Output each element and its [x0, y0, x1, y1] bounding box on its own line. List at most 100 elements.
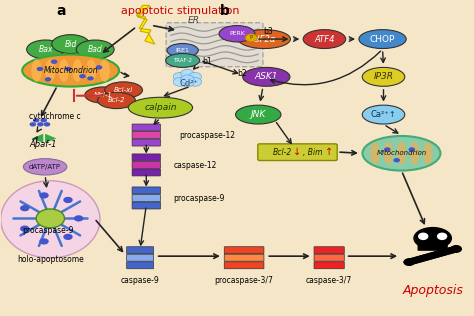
Text: ER: ER	[188, 16, 200, 25]
Text: caspase-3/7: caspase-3/7	[306, 276, 352, 285]
Circle shape	[40, 118, 47, 122]
Ellipse shape	[72, 59, 82, 82]
FancyBboxPatch shape	[132, 169, 160, 176]
Text: cytochrome c: cytochrome c	[29, 112, 81, 121]
Text: IP3R: IP3R	[374, 72, 393, 81]
FancyBboxPatch shape	[166, 23, 263, 67]
FancyBboxPatch shape	[314, 262, 344, 269]
Text: caspase-9: caspase-9	[121, 276, 159, 285]
Text: Bad: Bad	[88, 45, 102, 54]
Circle shape	[74, 215, 83, 222]
FancyBboxPatch shape	[132, 202, 160, 209]
Ellipse shape	[188, 77, 201, 86]
Text: dATP/ATP: dATP/ATP	[29, 164, 61, 170]
Ellipse shape	[31, 59, 42, 82]
Text: ↓: ↓	[293, 147, 301, 157]
FancyBboxPatch shape	[127, 254, 154, 261]
Text: Ca²⁺↑: Ca²⁺↑	[371, 110, 396, 119]
Ellipse shape	[45, 59, 55, 82]
Ellipse shape	[23, 159, 67, 175]
Ellipse shape	[52, 35, 90, 53]
FancyBboxPatch shape	[132, 187, 160, 194]
Ellipse shape	[410, 142, 419, 165]
Ellipse shape	[370, 142, 380, 165]
Circle shape	[20, 226, 29, 232]
Circle shape	[409, 147, 415, 152]
Polygon shape	[45, 134, 56, 143]
Circle shape	[39, 192, 49, 198]
Text: JNK: JNK	[251, 110, 266, 119]
Circle shape	[96, 65, 102, 70]
Circle shape	[63, 197, 73, 203]
Ellipse shape	[243, 67, 290, 86]
Ellipse shape	[238, 30, 291, 49]
Ellipse shape	[173, 72, 186, 81]
Circle shape	[51, 59, 57, 64]
FancyBboxPatch shape	[132, 154, 160, 161]
FancyBboxPatch shape	[224, 247, 264, 254]
Text: holo-apoptosome: holo-apoptosome	[17, 255, 84, 264]
Text: CHOP: CHOP	[370, 34, 395, 44]
Ellipse shape	[181, 75, 194, 84]
Ellipse shape	[359, 30, 406, 49]
Circle shape	[65, 67, 72, 71]
Circle shape	[403, 258, 415, 266]
FancyBboxPatch shape	[127, 262, 154, 269]
Text: Mcl-1: Mcl-1	[94, 92, 113, 98]
Ellipse shape	[181, 69, 194, 78]
FancyBboxPatch shape	[224, 254, 264, 261]
Circle shape	[45, 77, 51, 82]
Text: IRE1: IRE1	[176, 48, 190, 53]
Ellipse shape	[303, 30, 346, 49]
Text: calpain: calpain	[144, 103, 177, 112]
Text: Bax: Bax	[38, 45, 53, 54]
Text: eIF2α: eIF2α	[253, 34, 276, 44]
Ellipse shape	[0, 181, 100, 258]
Text: Bcl-2: Bcl-2	[108, 97, 125, 103]
Circle shape	[403, 258, 415, 266]
Text: procaspase-3/7: procaspase-3/7	[215, 276, 273, 285]
Circle shape	[29, 122, 36, 126]
Ellipse shape	[188, 72, 201, 81]
FancyBboxPatch shape	[132, 131, 160, 138]
Text: PERK: PERK	[229, 31, 245, 36]
Ellipse shape	[128, 97, 192, 118]
Text: , Bim: , Bim	[303, 148, 322, 156]
FancyBboxPatch shape	[258, 144, 337, 161]
Circle shape	[450, 245, 462, 253]
Ellipse shape	[219, 26, 255, 42]
Circle shape	[36, 67, 43, 71]
FancyBboxPatch shape	[132, 124, 160, 131]
Text: a: a	[56, 4, 66, 18]
Ellipse shape	[423, 142, 433, 165]
Ellipse shape	[100, 59, 110, 82]
Ellipse shape	[245, 34, 257, 42]
Text: procaspase-9: procaspase-9	[22, 227, 73, 235]
Ellipse shape	[430, 240, 436, 244]
Text: b2: b2	[237, 69, 246, 78]
Circle shape	[37, 122, 44, 126]
Ellipse shape	[362, 105, 405, 124]
Text: Apaf-1: Apaf-1	[29, 140, 56, 149]
Text: procaspase-9: procaspase-9	[173, 194, 225, 203]
Ellipse shape	[85, 87, 123, 103]
Text: Bcl-xl: Bcl-xl	[114, 87, 133, 93]
FancyBboxPatch shape	[132, 139, 160, 146]
Circle shape	[450, 245, 462, 253]
Ellipse shape	[362, 67, 405, 86]
FancyBboxPatch shape	[224, 262, 264, 269]
Circle shape	[384, 147, 391, 152]
Ellipse shape	[86, 59, 96, 82]
Ellipse shape	[22, 54, 119, 87]
Ellipse shape	[105, 82, 143, 98]
Circle shape	[20, 205, 29, 211]
Text: Mitochondrion: Mitochondrion	[376, 150, 427, 156]
Circle shape	[39, 238, 49, 245]
Text: Cd²⁺: Cd²⁺	[179, 79, 198, 88]
Ellipse shape	[59, 59, 69, 82]
Ellipse shape	[413, 227, 452, 250]
Text: b3: b3	[263, 27, 273, 36]
Ellipse shape	[236, 105, 281, 124]
Ellipse shape	[76, 40, 114, 59]
Circle shape	[87, 76, 94, 81]
